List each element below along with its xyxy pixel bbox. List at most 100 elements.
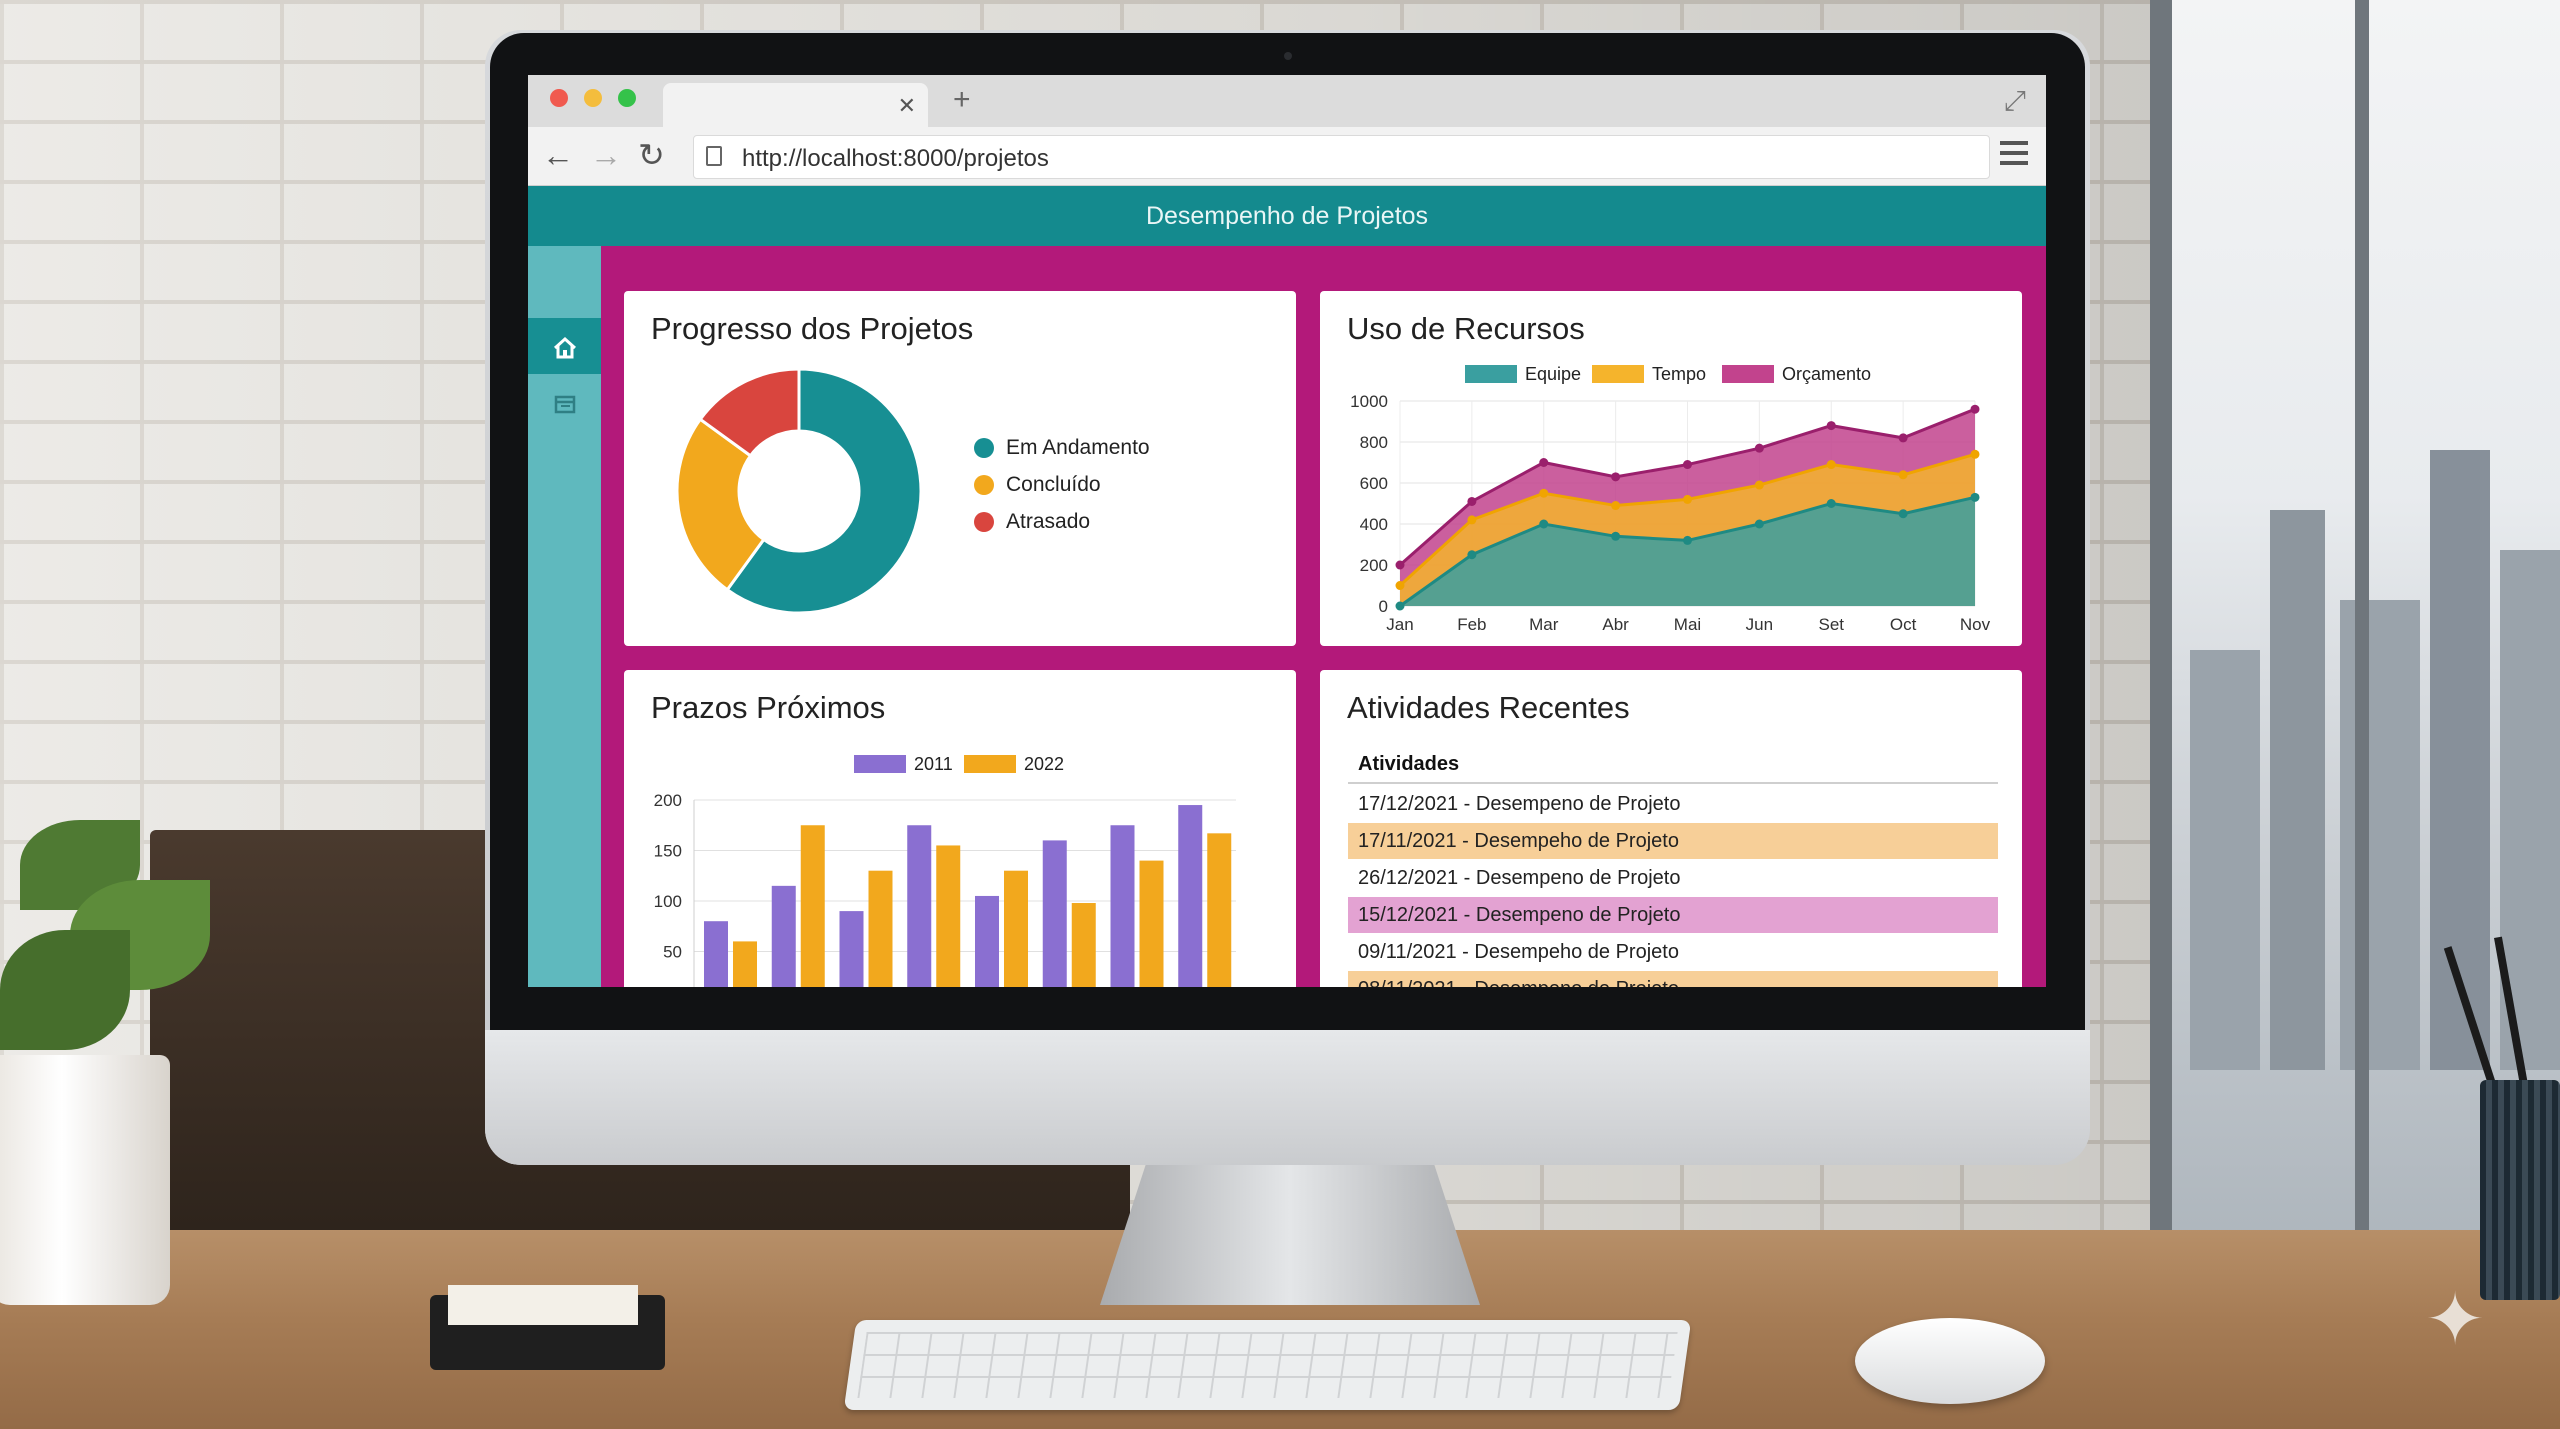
bar-2011 [1042,840,1067,987]
address-bar[interactable]: http://localhost:8000/projetos [693,135,1990,179]
card-title: Progresso dos Projetos [651,311,974,346]
card-title: Prazos Próximos [651,690,886,725]
table-header: Atividades [1358,753,1460,775]
data-point [1539,519,1549,529]
keyboard [843,1320,1692,1410]
donut-slice-2 [698,367,801,458]
browser-tab[interactable]: ✕ [663,83,928,127]
legend-label: Equipe [1525,364,1582,384]
bar-2011 [907,825,932,987]
data-point [1539,458,1549,467]
building [2270,510,2325,1070]
building [2430,450,2490,1070]
legend-item-team: Equipe [1465,362,1581,386]
maximize-window-icon[interactable] [618,89,636,107]
donut-slice-0 [725,367,923,615]
home-icon [553,337,576,359]
forward-icon[interactable]: → [590,137,622,173]
x-tick-label: Oct [1890,615,1917,634]
data-point [1754,519,1764,529]
legend-swatch [1722,365,1774,383]
x-tick-label: Mar [1529,615,1559,634]
minimize-window-icon[interactable] [584,89,602,107]
back-icon[interactable]: ← [542,137,574,173]
close-tab-icon[interactable]: ✕ [897,93,916,118]
legend-swatch [1465,365,1517,383]
legend-dot [974,512,994,532]
new-tab-icon[interactable]: + [953,83,971,116]
card-upcoming-deadlines: Prazos Próximos 2011 2022 050100150200 [624,670,1296,987]
legend-item-budget: Orçamento [1722,362,1871,386]
legend-label: 2011 [914,754,953,774]
bar-chart: 050100150200 [654,791,1236,987]
y-tick-label: 400 [1360,515,1388,534]
table-row[interactable]: 09/11/2021 - Desempeho de Projeto [1358,941,1679,963]
app-body: Progresso dos Projetos Em Andamento Conc… [528,246,2046,987]
legend-label: Em Andamento [1006,436,1150,459]
plant-leaf [0,930,130,1050]
bar-2022 [1071,903,1096,987]
imac-stand [1100,1165,1480,1305]
legend-item-completed: Concluído [974,473,1101,497]
menu-icon[interactable] [2000,141,2028,165]
bar-2022 [936,845,961,987]
mouse [1855,1318,2045,1404]
screen: ✕ + ⤢ ← → ↻ http://localhost:8000/projet… [528,75,2046,987]
bar-2011 [1110,825,1135,987]
legend-swatch [854,755,906,773]
legend-swatch [1592,365,1644,383]
page-icon [706,146,722,166]
bar-2011 [1178,805,1203,987]
table-row[interactable]: 08/11/2021 - Desempeno de Projeto [1348,971,1998,987]
legend-item-delayed: Atrasado [974,510,1090,534]
table-row[interactable]: 17/12/2021 - Desempeno de Projeto [1358,793,1681,815]
x-tick-label: Jan [1386,615,1413,634]
bar-2022 [800,825,825,987]
table-row[interactable]: 15/12/2021 - Desempeno de Projeto [1348,897,1998,933]
folder-icon [554,395,575,414]
window-frame [2150,0,2172,1240]
data-point [1611,501,1621,511]
y-tick-label: 100 [654,892,682,911]
data-point [1826,460,1836,470]
legend-label: Atrasado [1006,510,1091,533]
sidebar-item-projects[interactable] [528,374,601,430]
fullscreen-icon[interactable]: ⤢ [2003,85,2026,116]
browser-tab-bar: ✕ + ⤢ [528,75,2046,127]
card-title: Uso de Recursos [1347,311,1585,346]
table-row[interactable]: 17/11/2021 - Desempeho de Projeto [1348,823,1998,859]
data-point [1970,404,1980,414]
reload-icon[interactable]: ↻ [638,137,665,173]
card-project-progress: Progresso dos Projetos Em Andamento Conc… [624,291,1296,646]
donut-chart [675,367,923,615]
x-tick-label: Jun [1746,615,1773,634]
y-tick-label: 1000 [1350,392,1388,411]
table-row[interactable]: 26/12/2021 - Desempeno de Projeto [1358,867,1681,889]
data-point [1826,421,1836,431]
data-point [1467,515,1477,525]
y-tick-label: 50 [663,943,682,962]
bar-2011 [704,921,728,987]
legend-label: 2022 [1024,754,1065,774]
data-point [1395,581,1405,590]
app-header-title: Desempenho de Projetos [528,186,2046,246]
legend-label: Tempo [1652,364,1707,384]
close-window-icon[interactable] [550,89,568,107]
table-divider [1348,782,1998,784]
sidebar [528,246,601,987]
data-point [1611,531,1621,541]
y-tick-label: 200 [654,791,682,810]
data-point [1467,496,1477,506]
x-tick-label: Set [1818,615,1844,634]
url-text[interactable]: http://localhost:8000/projetos [742,145,1049,172]
data-point [1970,449,1980,459]
legend-item-2011: 2011 [854,752,953,776]
data-point [1395,601,1405,611]
data-point [1898,470,1908,480]
data-point [1826,499,1836,508]
bar-2022 [868,870,893,987]
browser-toolbar: ← → ↻ http://localhost:8000/projetos [528,127,2046,186]
sidebar-item-home[interactable] [528,318,601,374]
bar-2011 [975,895,999,987]
imac-chin [485,1030,2090,1165]
